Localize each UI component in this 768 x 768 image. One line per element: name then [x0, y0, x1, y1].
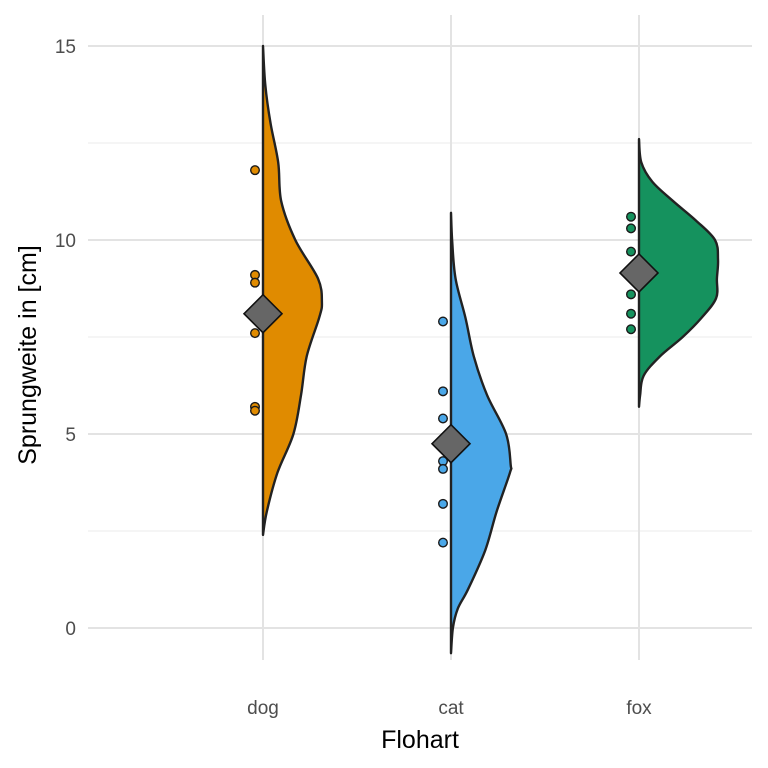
x-axis-tick-labels: dog cat fox: [247, 698, 652, 719]
y-axis-tick-labels: 0 5 10 15: [55, 37, 76, 640]
data-point-fox: [626, 308, 637, 319]
y-axis-title: Sprungweite in [cm]: [14, 245, 42, 465]
data-point-cat: [438, 537, 449, 548]
data-point-dog: [249, 165, 260, 176]
data-point-fox: [626, 211, 637, 222]
data-point-dog: [249, 405, 260, 416]
data-points: [249, 165, 637, 548]
density-clouds: [261, 44, 720, 655]
mean-marker-fox: [618, 252, 660, 294]
x-axis-title: Flohart: [381, 726, 459, 754]
data-point-cat: [438, 316, 449, 327]
y-tick-label: 15: [55, 37, 76, 58]
y-tick-label: 10: [55, 231, 76, 252]
data-point-fox: [626, 289, 637, 300]
density-cloud-cat: [449, 211, 513, 655]
y-tick-label: 5: [65, 425, 76, 446]
density-cloud-fox: [637, 137, 720, 408]
data-point-fox: [626, 246, 637, 257]
x-tick-label-fox: fox: [626, 698, 652, 719]
mean-markers: [242, 252, 660, 464]
x-tick-label-dog: dog: [247, 698, 279, 719]
density-cloud-dog: [261, 44, 324, 537]
data-point-cat: [438, 463, 449, 474]
data-point-dog: [249, 328, 260, 339]
y-tick-label: 0: [65, 619, 76, 640]
data-point-fox: [626, 324, 637, 335]
data-point-dog: [249, 277, 260, 288]
data-point-cat: [438, 413, 449, 424]
mean-marker-dog: [242, 293, 284, 334]
x-tick-label-cat: cat: [438, 698, 464, 719]
data-point-cat: [438, 386, 449, 397]
mean-marker-cat: [430, 423, 472, 464]
data-point-fox: [626, 223, 637, 234]
data-point-cat: [438, 498, 449, 509]
